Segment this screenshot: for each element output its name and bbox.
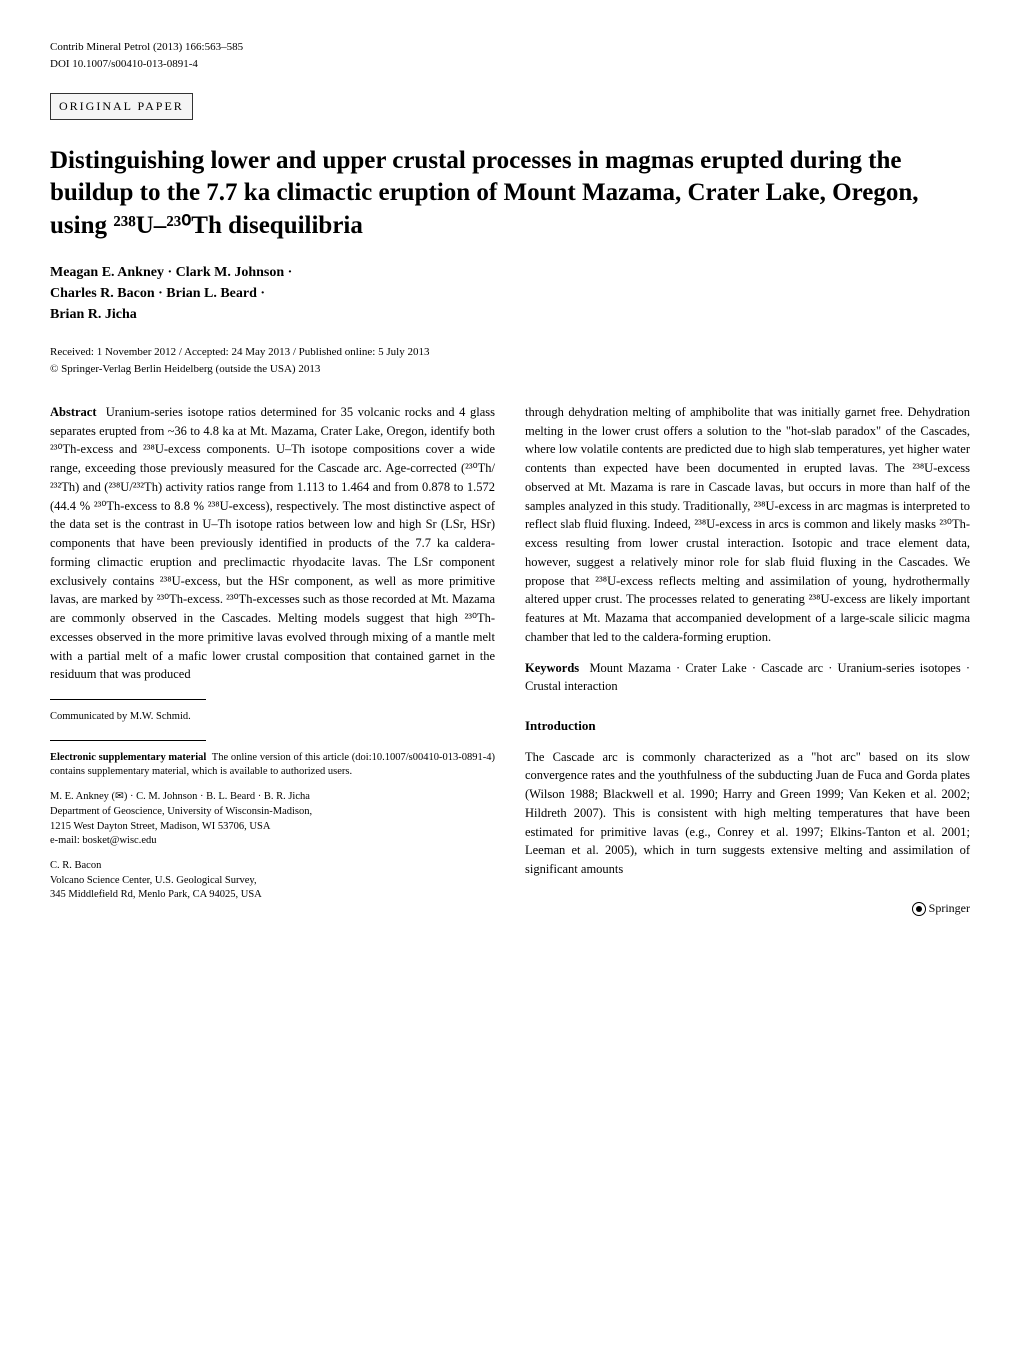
abstract-paragraph: Abstract Uranium-series isotope ratios d… <box>50 403 495 684</box>
supplementary-label: Electronic supplementary material <box>50 752 206 763</box>
abstract-text: Uranium-series isotope ratios determined… <box>50 405 495 682</box>
affiliation-1: M. E. Ankney (✉) · C. M. Johnson · B. L.… <box>50 790 495 849</box>
keywords-label: Keywords <box>525 661 579 675</box>
dates-line: Received: 1 November 2012 / Accepted: 24… <box>50 345 970 360</box>
article-title: Distinguishing lower and upper crustal p… <box>50 145 970 243</box>
introduction-heading: Introduction <box>525 716 970 736</box>
keywords-text: Mount Mazama · Crater Lake · Cascade arc… <box>525 661 970 694</box>
communicated-by: Communicated by M.W. Schmid. <box>50 710 495 725</box>
authors-list: Meagan E. Ankney · Clark M. Johnson · Ch… <box>50 262 970 325</box>
paper-type-box: ORIGINAL PAPER <box>50 93 193 120</box>
keywords-paragraph: Keywords Mount Mazama · Crater Lake · Ca… <box>525 659 970 697</box>
two-column-layout: Abstract Uranium-series isotope ratios d… <box>50 403 970 917</box>
publisher-name: Springer <box>929 901 970 915</box>
doi-line: DOI 10.1007/s00410-013-0891-4 <box>50 57 970 72</box>
abstract-label: Abstract <box>50 405 97 419</box>
introduction-text: The Cascade arc is commonly characterize… <box>525 748 970 879</box>
springer-icon <box>912 902 926 916</box>
publisher-logo: Springer <box>525 899 970 917</box>
right-column: through dehydration melting of amphiboli… <box>525 403 970 917</box>
journal-header: Contrib Mineral Petrol (2013) 166:563–58… <box>50 40 970 55</box>
copyright-line: © Springer-Verlag Berlin Heidelberg (out… <box>50 362 970 377</box>
left-column: Abstract Uranium-series isotope ratios d… <box>50 403 495 917</box>
abstract-continuation: through dehydration melting of amphiboli… <box>525 403 970 647</box>
supplementary-note: Electronic supplementary material The on… <box>50 751 495 780</box>
footnote-separator-2 <box>50 740 206 741</box>
affiliation-2: C. R. Bacon Volcano Science Center, U.S.… <box>50 859 495 903</box>
footnote-separator <box>50 699 206 700</box>
